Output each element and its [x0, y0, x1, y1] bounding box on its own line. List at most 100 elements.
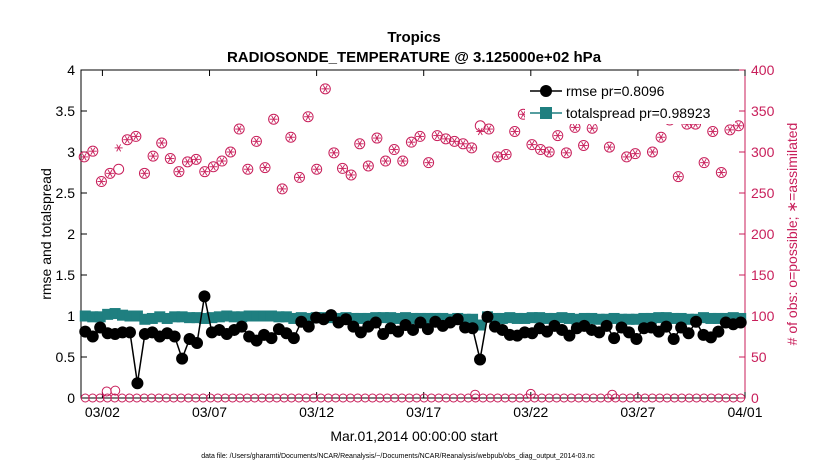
totalspread-point — [526, 312, 538, 324]
rmse-point — [608, 332, 621, 345]
totalspread-point — [712, 312, 724, 324]
y-right-tick-label: 300 — [751, 144, 775, 160]
rmse-point — [660, 320, 673, 333]
obs-possible-point — [500, 148, 512, 160]
obs-assimilated-point — [700, 158, 709, 167]
obs-zero-point — [485, 393, 495, 403]
totalspread-point — [705, 312, 717, 324]
asterisk-stroke — [159, 139, 165, 147]
obs-possible-point — [164, 153, 176, 165]
obs-zero-point — [397, 393, 407, 403]
asterisk-stroke — [193, 155, 199, 164]
totalspread-point — [213, 311, 225, 323]
obs-zero-point — [607, 389, 618, 400]
obs-possible-point — [259, 162, 271, 174]
asterisk-stroke — [133, 132, 139, 141]
obs-zero-point — [272, 393, 282, 403]
totalspread-point — [94, 311, 106, 323]
asterisk-stroke — [555, 131, 561, 140]
rmse-point — [339, 313, 352, 326]
asterisk-stroke — [254, 137, 259, 146]
obs-zero-point — [525, 388, 536, 399]
rmse-point — [474, 353, 487, 366]
totalspread-point — [645, 312, 657, 324]
asterisk-stroke — [279, 185, 285, 193]
totalspread-point — [117, 309, 129, 321]
obs-zero-point — [353, 393, 363, 403]
y-left-tick-label: 0.5 — [56, 349, 76, 365]
obs-zero-point — [588, 393, 598, 403]
obs-assimilated-point — [708, 127, 717, 136]
obs-assimilated-point — [226, 148, 235, 156]
obs-assimilated-point — [502, 150, 511, 159]
totalspread-point — [139, 313, 151, 325]
obs-possible-point — [629, 148, 641, 160]
obs-zero-point — [139, 393, 149, 403]
obs-zero-point — [183, 393, 193, 403]
y-left-tick-label: 1.5 — [56, 267, 76, 283]
totalspread-point — [534, 312, 546, 324]
obs-possible-point — [190, 153, 202, 165]
obs-zero-point — [706, 393, 716, 403]
obs-zero-point — [264, 393, 274, 403]
obs-possible-point — [138, 167, 150, 179]
chart-subtitle: RADIOSONDE_TEMPERATURE @ 3.125000e+02 hP… — [227, 49, 602, 66]
totalspread-point — [697, 312, 709, 324]
totalspread-point — [273, 311, 285, 323]
asterisk-stroke — [348, 171, 354, 179]
obs-zero-point — [655, 393, 665, 403]
obs-zero-point — [625, 393, 635, 403]
obs-assimilated-point — [209, 163, 218, 171]
obs-possible-point — [655, 131, 667, 143]
obs-zero-point — [412, 393, 422, 403]
x-tick-label: 03/27 — [620, 404, 655, 420]
asterisk-stroke — [210, 163, 216, 171]
totalspread-point — [727, 312, 739, 324]
obs-zero-point — [161, 393, 171, 403]
obs-zero-point — [669, 393, 679, 403]
obs-possible-point — [466, 142, 478, 154]
asterisk-stroke — [322, 85, 328, 93]
obs-assimilated-point — [545, 148, 554, 156]
asterisk-stroke — [124, 136, 130, 144]
obs-zero-point — [345, 393, 355, 403]
asterisk-stroke — [495, 153, 500, 161]
obs-zero-point — [566, 393, 576, 403]
asterisk-stroke — [607, 143, 612, 151]
obs-possible-point — [328, 147, 340, 159]
totalspread-point — [578, 312, 590, 324]
totalspread-point — [362, 312, 374, 324]
asterisk-stroke — [81, 153, 87, 161]
obs-zero-point — [124, 393, 134, 403]
obs-zero-point — [662, 393, 672, 403]
obs-zero-point — [95, 393, 105, 403]
asterisk-stroke — [727, 126, 733, 134]
obs-zero-point — [574, 393, 584, 403]
rmse-point — [451, 313, 464, 326]
totalspread-point — [280, 311, 292, 323]
obs-assimilated-point — [588, 124, 597, 132]
totalspread-point — [675, 312, 687, 324]
obs-zero-point — [470, 389, 481, 400]
obs-assimilated-point — [622, 153, 631, 161]
rmse-point — [265, 332, 278, 345]
y-right-tick-label: 400 — [751, 62, 775, 78]
totalspread-point — [504, 312, 516, 324]
obs-zero-point — [338, 393, 348, 403]
asterisk-stroke — [426, 158, 432, 167]
totalspread-point — [146, 312, 158, 324]
asterisk-stroke — [116, 144, 122, 152]
obs-zero-point — [154, 393, 164, 403]
obs-assimilated-point — [217, 157, 226, 165]
obs-zero-point — [102, 393, 112, 403]
obs-zero-point — [110, 393, 120, 403]
obs-assimilated-point — [381, 157, 390, 165]
asterisk-stroke — [331, 149, 337, 157]
obs-zero-point — [456, 393, 466, 403]
totalspread-point — [206, 312, 218, 324]
y-left-tick-label: 0 — [67, 390, 75, 406]
asterisk-stroke — [477, 127, 483, 136]
rmse-point — [667, 332, 680, 345]
obs-assimilated-point — [570, 123, 579, 132]
rmse-point — [600, 319, 613, 332]
